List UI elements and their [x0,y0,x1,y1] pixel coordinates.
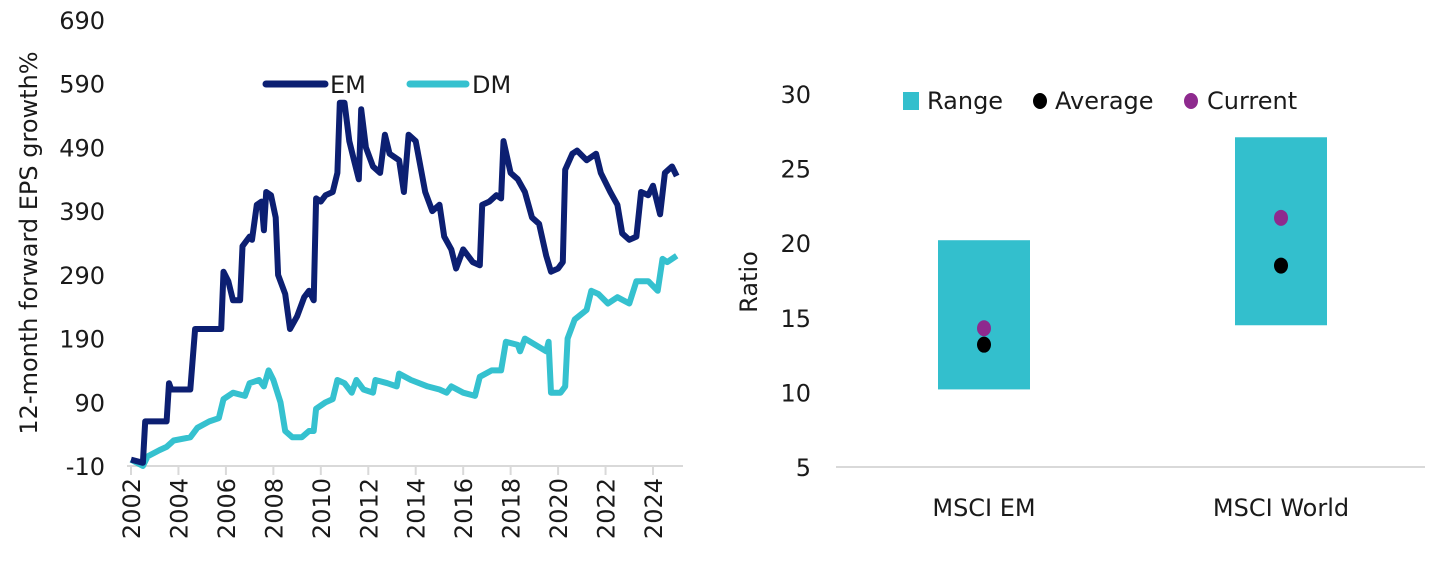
left-x-tick-label: 2012 [355,478,383,539]
left-y-tick-label: 190 [59,326,105,354]
left-x-tick-label: 2024 [640,478,668,539]
range-bar-msci-em [938,240,1030,390]
left-x-tick-label: 2002 [118,478,146,539]
left-y-tick-label: 690 [59,7,105,35]
current-dot-msci-world [1274,209,1288,226]
left-y-tick-label: -10 [66,453,105,481]
right-y-tick-label: 30 [780,81,811,109]
valuation-range-chart: Ratio 5 10 15 20 25 30 MSCI EM MSCI World Range… [735,81,1425,522]
category-label-msci-em: MSCI EM [932,494,1035,522]
left-x-tick-label: 2006 [213,478,241,539]
legend-swatch-range [903,92,919,110]
left-x-tick-label: 2008 [260,478,288,539]
category-label-msci-world: MSCI World [1213,494,1349,522]
average-dot-msci-em [977,336,991,353]
legend-label-average: Average [1055,87,1154,115]
left-y-tick-label: 590 [59,71,105,99]
left-y-tick-label: 390 [59,198,105,226]
left-y-tick-label: 90 [74,389,105,417]
left-y-axis-label: 12-month forward EPS growth% [15,51,43,434]
right-y-tick-label: 15 [780,305,811,333]
left-y-tick-label: 490 [59,134,105,162]
left-x-tick-label: 2020 [545,478,573,539]
range-bar-msci-world [1235,137,1327,326]
left-x-tick-label: 2016 [450,478,478,539]
right-y-tick-label: 5 [796,454,811,482]
right-y-tick-label: 10 [780,379,811,407]
left-x-tick-label: 2014 [403,478,431,539]
legend-swatch-average [1033,93,1047,109]
right-y-tick-label: 20 [780,230,811,258]
right-legend: Range Average Current [903,87,1297,115]
legend-label-range: Range [927,87,1003,115]
left-y-tick-label: 290 [59,262,105,290]
current-dot-msci-em [977,320,991,337]
average-dot-msci-world [1274,257,1288,274]
legend-label-em: EM [330,71,366,99]
legend-swatch-current [1184,93,1198,109]
eps-growth-line-chart: 12-month forward EPS growth% -10 90 190 290… [15,7,683,539]
series-line-dm [129,253,679,469]
left-x-tick-label: 2004 [165,478,193,539]
legend-label-dm: DM [472,71,511,99]
legend-label-current: Current [1207,87,1297,115]
left-legend: EM DM [262,71,511,99]
series-line-em [130,99,680,466]
right-y-tick-label: 25 [780,156,811,184]
left-x-tick-label: 2018 [498,478,526,539]
left-x-tick-label: 2010 [308,478,336,539]
right-y-axis-label: Ratio [735,251,763,313]
left-x-tick-label: 2022 [593,478,621,539]
